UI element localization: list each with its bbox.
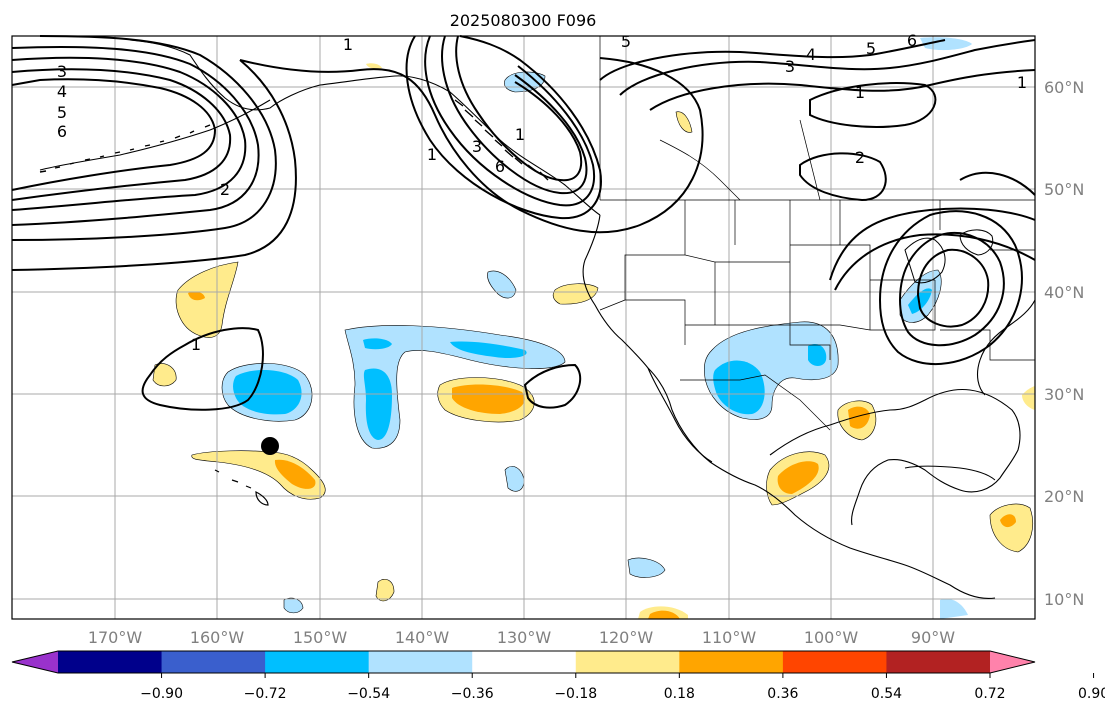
blue-core-southwest-us-2 [808,343,827,366]
contour-label-group: 1 3 4 5 6 2 1 5 3 4 5 6 1 1 2 1 3 6 1 [57,31,1027,354]
yellow-region-caribbean [989,503,1033,553]
contour-lines [11,35,1036,411]
blue-region-south-far-east [940,598,968,619]
yellow-region-alaska-small [366,63,382,69]
contour-label: 5 [621,32,631,51]
yellow-region-west-small [152,363,177,387]
contour-label: 3 [785,57,795,76]
lat-label: 30°N [1044,385,1084,404]
lon-label: 100°W [804,628,859,647]
colorbar-swatch [782,651,887,673]
orange-core-caribbean [1000,514,1016,528]
orange-core-south [648,610,680,619]
contour-label: 5 [57,103,67,122]
colorbar-swatch [368,651,473,673]
contour-label: 6 [907,31,917,50]
lon-label: 90°W [911,628,955,647]
colorbar-extend-min [12,651,58,673]
latitude-labels: 60°N 50°N 40°N 30°N 20°N 10°N [1044,78,1084,609]
colorbar-swatch [161,651,266,673]
lon-label: 130°W [497,628,552,647]
lat-label: 50°N [1044,180,1084,199]
colorbar-tick-label: 0.36 [767,686,798,702]
lat-label: 20°N [1044,487,1084,506]
colorbar-tick-label: −0.18 [554,686,597,702]
colorbar-swatch [265,651,370,673]
blue-core-southwest-us [713,360,765,415]
graticule [12,36,1035,619]
coastlines [39,39,1036,599]
blue-core-hawaii-north [233,370,302,415]
colorbar-outline [11,650,1036,674]
contour-label: 1 [515,125,525,144]
contour-label: 1 [343,35,353,54]
map-title: 2025080300 F096 [450,11,597,30]
colorbar-tick-label: −0.72 [244,686,287,702]
contour-label: 3 [57,62,67,81]
lon-label: 150°W [293,628,348,647]
blue-core-central-pacific [363,368,392,440]
colorbar-tick-label: −0.90 [140,686,183,702]
contour-label: 1 [1017,73,1027,92]
contour-label: 2 [855,148,865,167]
yellow-region-north-hawaii [175,261,239,338]
lon-label: 120°W [599,628,654,647]
yellow-region-canada-small [675,111,693,133]
colorbar-swatch [679,651,784,673]
colorbar-tick-label: 0.54 [871,686,902,702]
lat-label: 60°N [1044,78,1084,97]
contour-label: 1 [855,83,865,102]
lon-label: 160°W [190,628,245,647]
colorbar-tick-label: 0.18 [664,686,695,702]
colorbar-swatch [575,651,680,673]
colorbar-swatch [472,651,577,673]
colorbar-tick-label: −0.36 [451,686,494,702]
colorbar-tick-label: 0.72 [974,686,1005,702]
colorbar-extend-max [990,651,1035,673]
blue-core-central-pacific-2 [450,341,527,359]
map-panel: 1 3 4 5 6 2 1 5 3 4 5 6 1 1 2 1 3 6 1 [11,31,1036,620]
contour-label: 5 [866,39,876,58]
longitude-labels: 170°W 160°W 150°W 140°W 130°W 120°W 110°… [88,628,955,647]
blue-region-south-west [283,597,304,614]
contour-label: 4 [57,82,67,101]
borders [599,36,1035,431]
colorbar-swatch [886,651,991,673]
blue-region-oregon-coast [487,270,517,299]
colorbar: −0.90 −0.72 −0.54 −0.36 −0.18 0.18 0.36 0.54 0.7… [11,650,1105,702]
blue-region-south-east [627,557,666,578]
contour-label: 6 [495,157,505,176]
colorbar-tick-label: 0.90 [1078,686,1105,702]
orange-core-hawaii [274,459,316,489]
blue-core-central-pacific-3 [363,338,392,350]
yellow-region-florida [1022,386,1035,410]
lat-label: 10°N [1044,590,1084,609]
lon-label: 140°W [395,628,450,647]
lat-label: 40°N [1044,283,1084,302]
lon-label: 170°W [88,628,143,647]
orange-core-texas [848,406,870,429]
lon-label: 110°W [702,628,757,647]
location-marker [261,437,279,455]
orange-core-north-hawaii [188,291,205,301]
orange-core-central [452,384,525,414]
colorbar-swatch [58,651,163,673]
contour-label: 2 [220,180,230,199]
contour-label: 1 [427,145,437,164]
contour-label: 1 [191,335,201,354]
colorbar-tick-label: −0.54 [347,686,390,702]
contour-label: 6 [57,122,67,141]
orange-core-mexico [777,461,819,494]
shaded-anomaly-fields [152,37,1035,619]
contour-label: 4 [806,45,816,64]
contour-label: 3 [472,137,482,156]
blue-core-great-lakes [908,288,932,314]
